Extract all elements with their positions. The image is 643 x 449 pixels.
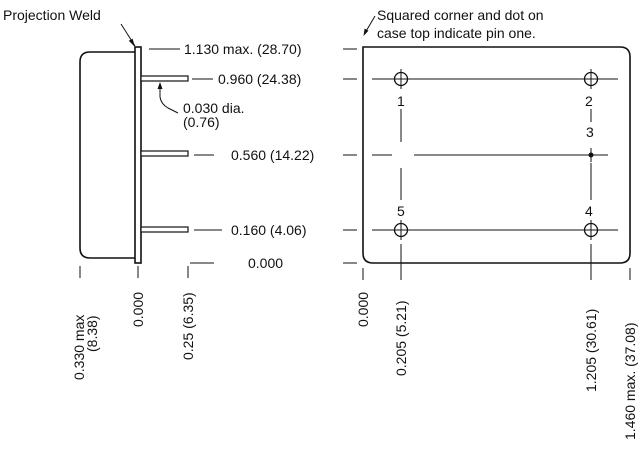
- projection-weld-arrowhead: [128, 38, 135, 47]
- dim-t-0000-label: 0.000: [355, 292, 371, 327]
- dim-0960-label: 0.960 (24.38): [218, 71, 301, 87]
- side-pin-top: [140, 75, 189, 82]
- pin-5-number: 5: [397, 203, 405, 219]
- side-view: Projection Weld 1.130 max. (28.70) 0.960…: [3, 7, 357, 380]
- pin-4-symbol: [581, 220, 601, 240]
- pin-5-symbol: [391, 220, 411, 240]
- dim-1460-label: 1.460 max. (37.08): [622, 322, 638, 440]
- projection-weld-label: Projection Weld: [3, 7, 101, 23]
- dim-1205-label: 1.205 (30.61): [583, 309, 599, 392]
- pin-diameter-leader: [159, 84, 179, 114]
- dim-0560-label: 0.560 (14.22): [231, 147, 314, 163]
- top-view: Squared corner and dot on case top indic…: [355, 7, 638, 440]
- side-pin-middle: [140, 150, 189, 157]
- header-plate: [134, 46, 142, 264]
- case-top-outline: [362, 46, 631, 264]
- pin-one-note-line1: Squared corner and dot on: [377, 7, 544, 23]
- dim-0000-label: 0.000: [248, 255, 283, 271]
- pin-3-number: 3: [586, 124, 594, 140]
- dim-0330-label-line2: (8.38): [84, 315, 100, 352]
- dim-1130-label: 1.130 max. (28.70): [184, 41, 302, 57]
- pin-2-symbol: [581, 69, 601, 89]
- pin-diameter-label-line2: (0.76): [183, 114, 220, 130]
- pin-1-number: 1: [397, 93, 405, 109]
- dim-h-0000-label: 0.000: [130, 292, 146, 327]
- dim-025-label: 0.25 (6.35): [180, 292, 196, 360]
- pin-1-symbol: [391, 69, 411, 89]
- pin-3-symbol: [584, 148, 598, 162]
- dim-0160-label: 0.160 (4.06): [231, 222, 307, 238]
- pin-2-number: 2: [585, 93, 593, 109]
- side-pin-bottom: [140, 226, 189, 233]
- pin-diameter-arrowhead: [157, 82, 163, 89]
- pin-4-number: 4: [585, 203, 593, 219]
- dim-0330-label-line1: 0.330 max: [71, 315, 87, 380]
- case-body: [79, 51, 135, 259]
- pin-diameter-label-line1: 0.030 dia.: [183, 100, 245, 116]
- pin-one-note-line2: case top indicate pin one.: [377, 25, 536, 41]
- dim-0205-label: 0.205 (5.21): [393, 301, 409, 377]
- pin-one-note-arrowhead: [363, 28, 369, 36]
